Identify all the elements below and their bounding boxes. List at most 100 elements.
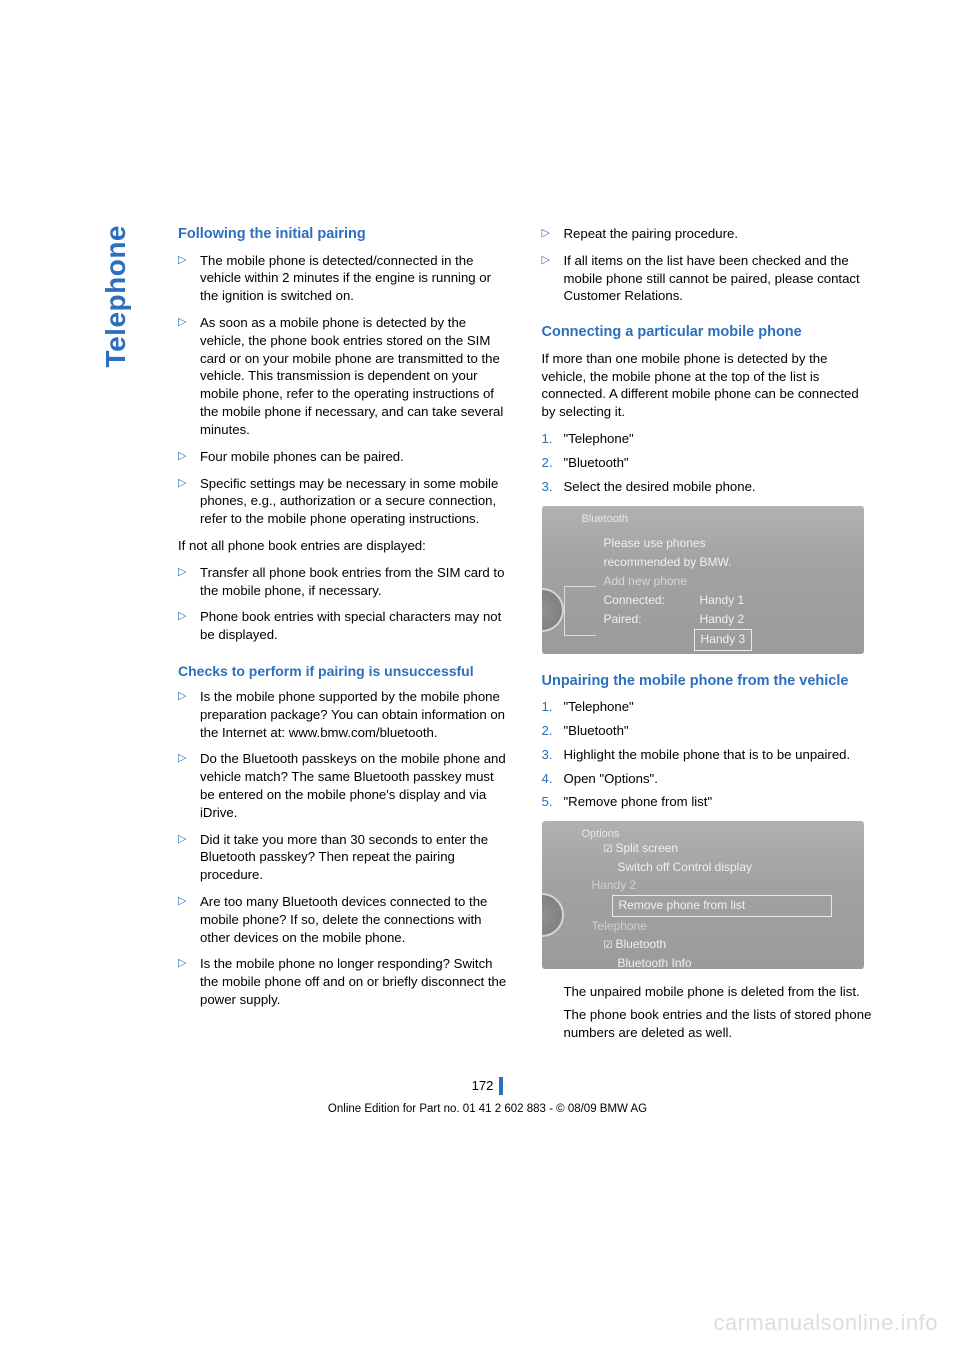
bullet-item: ▷ Four mobile phones can be paired. (178, 448, 512, 466)
step-item: 1."Telephone" (542, 698, 876, 716)
scr-highlight: Remove phone from list (612, 895, 832, 917)
bullet-text: Is the mobile phone supported by the mob… (200, 688, 512, 741)
heading-following-pairing: Following the initial pairing (178, 225, 512, 245)
triangle-bullet-icon: ▷ (178, 608, 200, 644)
triangle-bullet-icon: ▷ (178, 475, 200, 528)
triangle-bullet-icon: ▷ (178, 252, 200, 305)
bullet-item: ▷ Transfer all phone book entries from t… (178, 564, 512, 600)
bullet-item: ▷ As soon as a mobile phone is detected … (178, 314, 512, 439)
step-number: 2. (542, 454, 564, 472)
bullet-item: ▷ If all items on the list have been che… (542, 252, 876, 305)
bullet-text: Do the Bluetooth passkeys on the mobile … (200, 750, 512, 821)
scr-highlight: Handy 3 (694, 629, 753, 650)
paragraph: If more than one mobile phone is detecte… (542, 350, 876, 421)
bullet-item: ▷ Specific settings may be necessary in … (178, 475, 512, 528)
scr-line: Switch off Control display (604, 858, 832, 877)
scr-row-label (604, 629, 700, 650)
left-column: Following the initial pairing ▷ The mobi… (178, 225, 512, 1047)
scr-body: Please use phones recommended by BMW. Ad… (604, 534, 753, 651)
page-number-container: 172 (100, 1077, 875, 1095)
bullet-item: ▷ Repeat the pairing procedure. (542, 225, 876, 243)
result-text: The unpaired mobile phone is deleted fro… (564, 983, 876, 1001)
bullet-text: Phone book entries with special characte… (200, 608, 512, 644)
bullet-text: Did it take you more than 30 seconds to … (200, 831, 512, 884)
bullet-text: Is the mobile phone no longer responding… (200, 955, 512, 1008)
step-number: 1. (542, 430, 564, 448)
bullet-text: Specific settings may be necessary in so… (200, 475, 512, 528)
step-item: 3.Select the desired mobile phone. (542, 478, 876, 496)
scr-line: ☑Bluetooth (604, 935, 832, 954)
step-number: 2. (542, 722, 564, 740)
scr-line: Add new phone (604, 572, 753, 591)
triangle-bullet-icon: ▷ (178, 564, 200, 600)
bracket-line (564, 586, 596, 636)
step-text: "Bluetooth" (564, 722, 876, 740)
step-text: "Telephone" (564, 430, 876, 448)
heading-connecting-phone: Connecting a particular mobile phone (542, 323, 876, 343)
check-icon: ☑ (604, 842, 616, 858)
triangle-bullet-icon: ▷ (178, 314, 200, 439)
bullet-text: As soon as a mobile phone is detected by… (200, 314, 512, 439)
step-item: 2."Bluetooth" (542, 722, 876, 740)
idrive-dial-icon (542, 893, 564, 937)
step-number: 1. (542, 698, 564, 716)
bullet-item: ▷ Are too many Bluetooth devices connect… (178, 893, 512, 946)
scr-row-label: Paired: (604, 610, 700, 629)
scr-row-value: Handy 2 (700, 610, 745, 629)
paragraph: If not all phone book entries are displa… (178, 537, 512, 555)
bullet-item: ▷ Phone book entries with special charac… (178, 608, 512, 644)
bullet-text: Repeat the pairing procedure. (564, 225, 876, 243)
triangle-bullet-icon: ▷ (178, 448, 200, 466)
heading-checks-unsuccessful: Checks to perform if pairing is unsucces… (178, 662, 512, 681)
bullet-item: ▷ The mobile phone is detected/connected… (178, 252, 512, 305)
scr-body: ☑Split screen Switch off Control display… (604, 839, 832, 969)
result-text: The phone book entries and the lists of … (564, 1006, 876, 1042)
step-item: 3.Highlight the mobile phone that is to … (542, 746, 876, 764)
scr-title: Bluetooth (582, 512, 628, 527)
scr-line: Bluetooth Info (604, 954, 832, 969)
scr-line: ☑Split screen (604, 839, 832, 858)
triangle-bullet-icon: ▷ (542, 225, 564, 243)
check-icon: ☑ (604, 938, 616, 954)
bullet-text: If all items on the list have been check… (564, 252, 876, 305)
scr-row: Paired:Handy 2 (604, 610, 753, 629)
scr-row: Handy 3 (604, 629, 753, 650)
bullet-text: Four mobile phones can be paired. (200, 448, 512, 466)
bullet-text: Are too many Bluetooth devices connected… (200, 893, 512, 946)
bullet-item: ▷ Do the Bluetooth passkeys on the mobil… (178, 750, 512, 821)
scr-line: Telephone (592, 917, 832, 936)
step-item: 4.Open "Options". (542, 770, 876, 788)
step-text: Open "Options". (564, 770, 876, 788)
footer-text: Online Edition for Part no. 01 41 2 602 … (100, 1103, 875, 1115)
heading-unpairing-phone: Unpairing the mobile phone from the vehi… (542, 672, 876, 692)
triangle-bullet-icon: ▷ (542, 252, 564, 305)
scr-row: Connected:Handy 1 (604, 591, 753, 610)
bullet-item: ▷ Is the mobile phone no longer respondi… (178, 955, 512, 1008)
scr-row-label: Connected: (604, 591, 700, 610)
scr-row-value: Handy 1 (700, 591, 745, 610)
step-text: Select the desired mobile phone. (564, 478, 876, 496)
step-number: 3. (542, 478, 564, 496)
bullet-text: The mobile phone is detected/connected i… (200, 252, 512, 305)
scr-highlight-row: Remove phone from list (604, 895, 832, 917)
step-text: Highlight the mobile phone that is to be… (564, 746, 876, 764)
triangle-bullet-icon: ▷ (178, 688, 200, 741)
triangle-bullet-icon: ▷ (178, 955, 200, 1008)
step-text: "Remove phone from list" (564, 793, 876, 811)
page-number: 172 (472, 1077, 504, 1095)
step-number: 5. (542, 793, 564, 811)
scr-line: Please use phones (604, 534, 753, 553)
page-content: Following the initial pairing ▷ The mobi… (100, 225, 875, 1115)
idrive-screenshot-options: Options ☑Split screen Switch off Control… (542, 821, 864, 969)
idrive-dial-icon (542, 588, 564, 632)
step-item: 1."Telephone" (542, 430, 876, 448)
scr-line: Handy 2 (592, 876, 832, 895)
idrive-screenshot-bluetooth: Bluetooth Please use phones recommended … (542, 506, 864, 654)
step-item: 5."Remove phone from list" (542, 793, 876, 811)
triangle-bullet-icon: ▷ (178, 893, 200, 946)
triangle-bullet-icon: ▷ (178, 750, 200, 821)
watermark: carmanualsonline.info (713, 1310, 938, 1336)
step-text: "Telephone" (564, 698, 876, 716)
step-text: "Bluetooth" (564, 454, 876, 472)
bullet-item: ▷ Is the mobile phone supported by the m… (178, 688, 512, 741)
